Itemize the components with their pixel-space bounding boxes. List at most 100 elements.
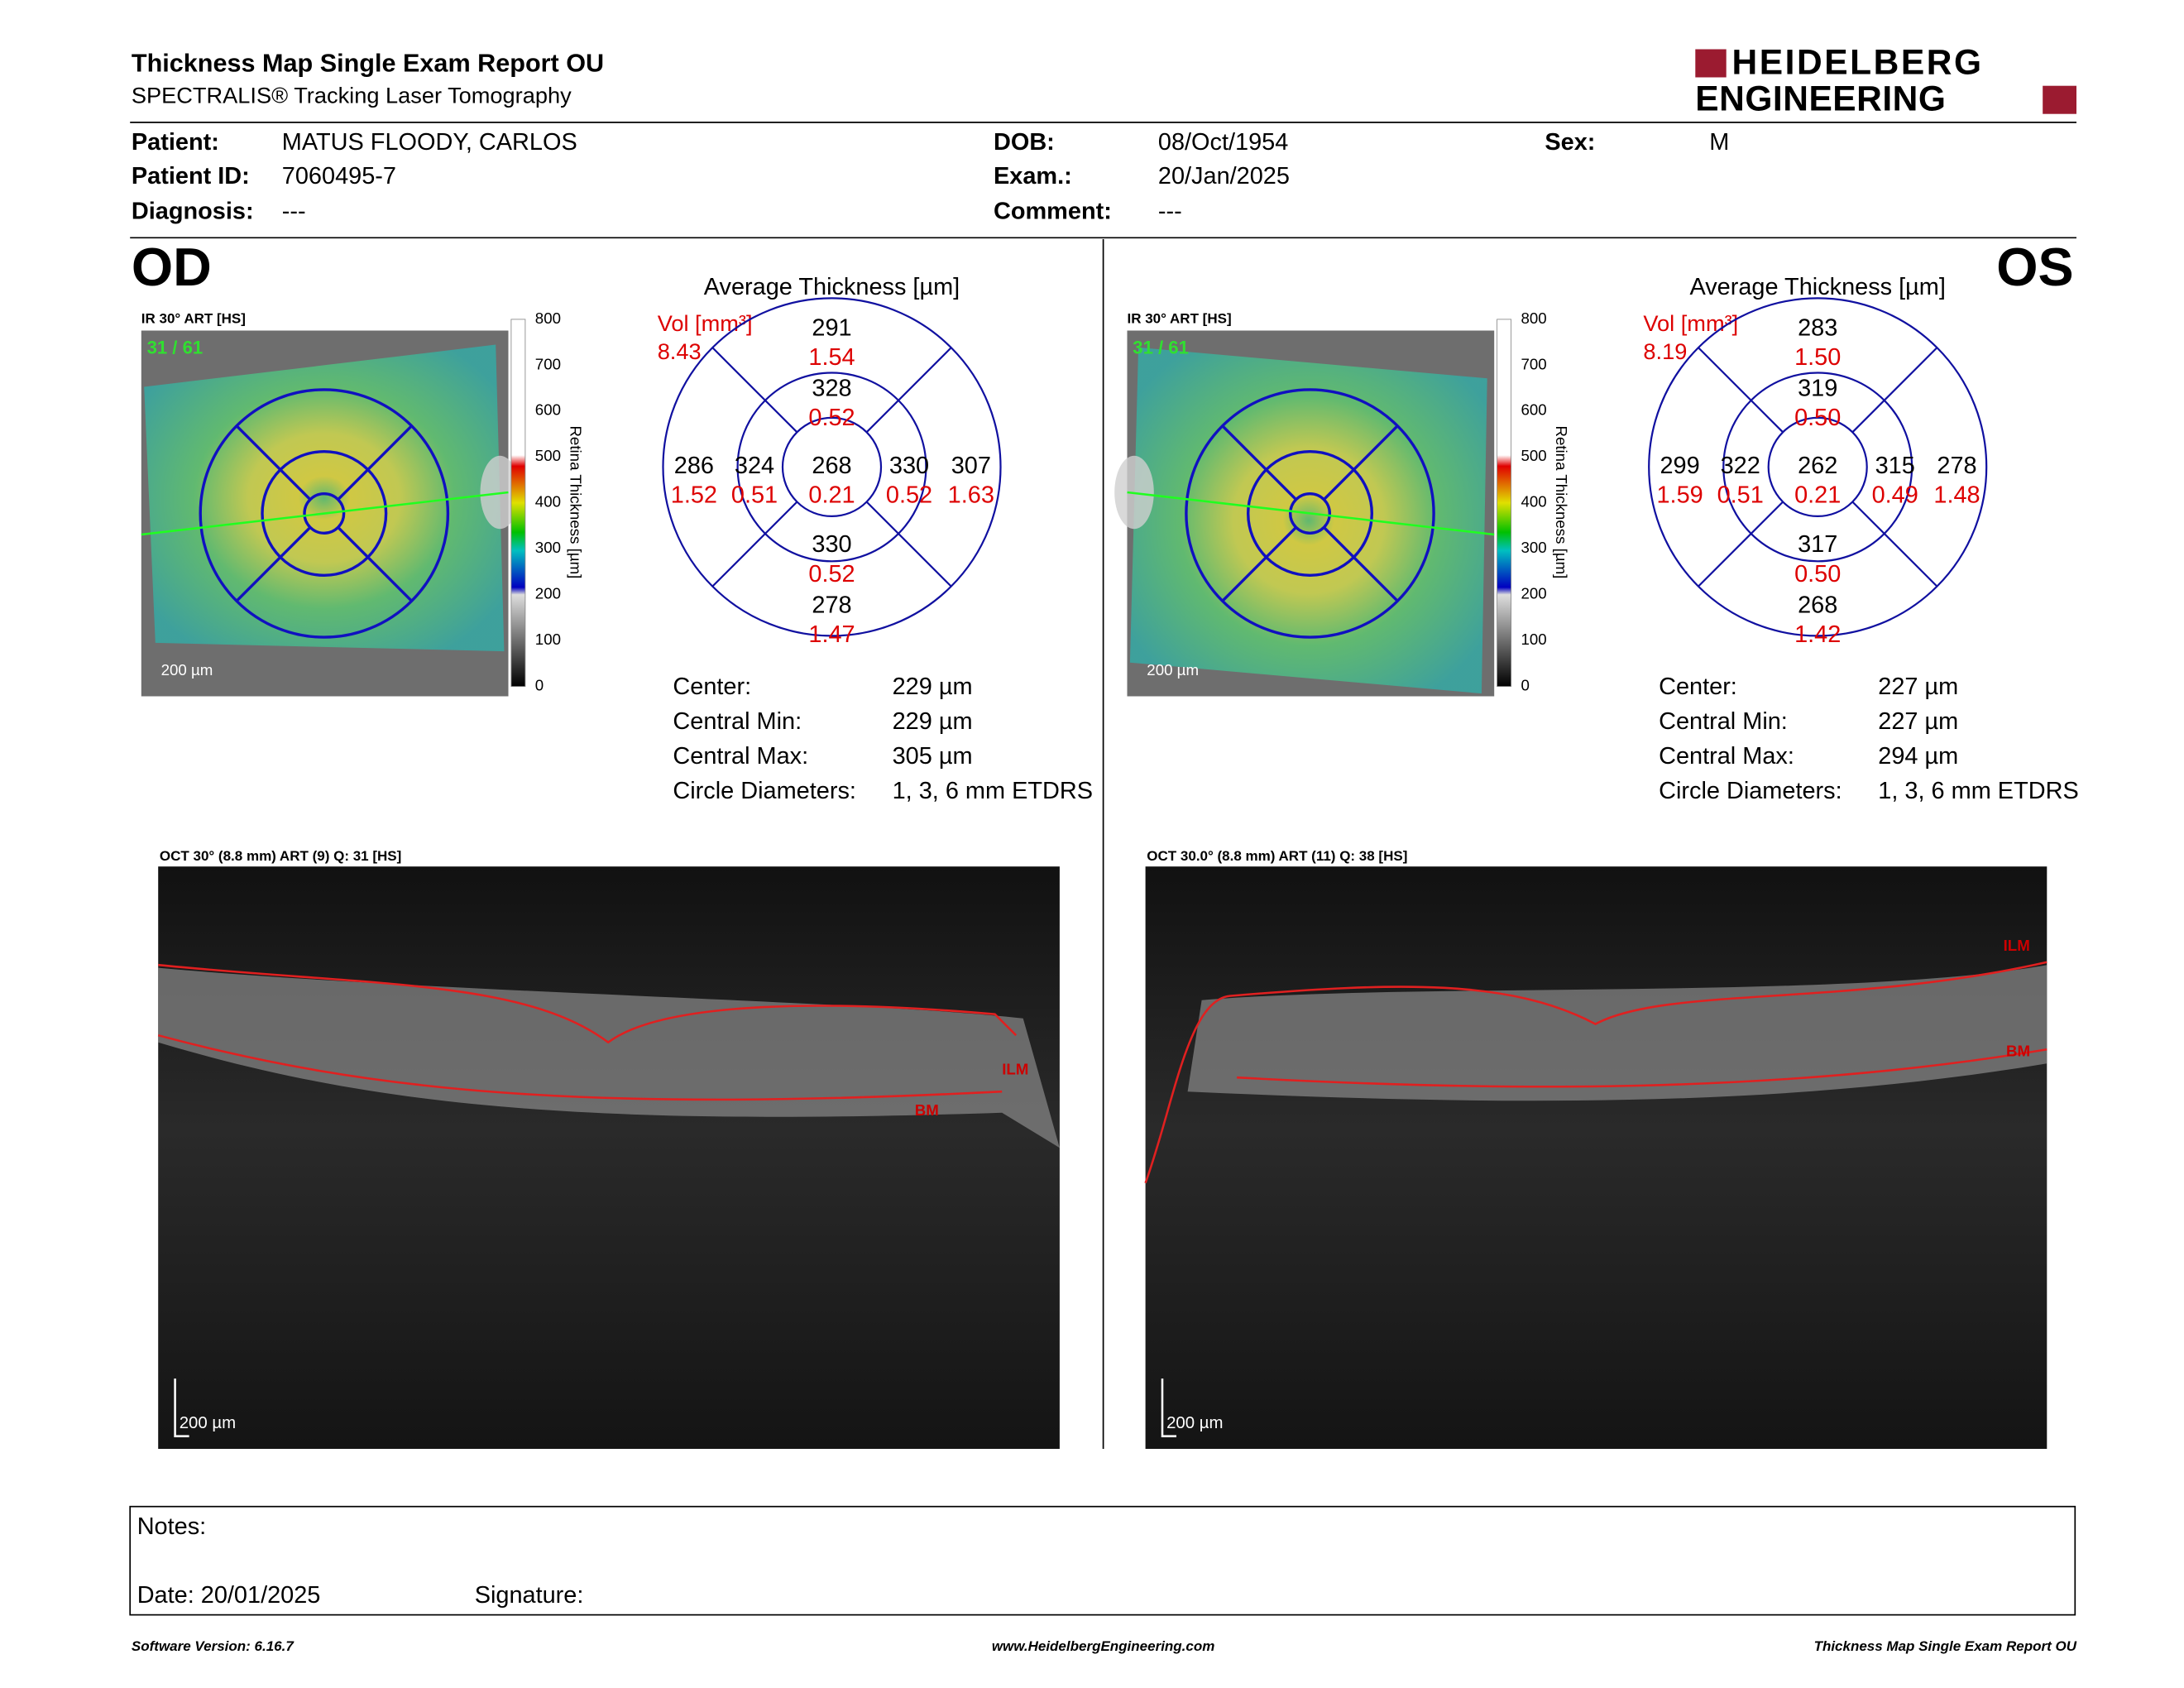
sector-thickness: 268 — [1798, 592, 1837, 618]
sector-volume: 0.21 — [1794, 482, 1841, 509]
ilm-line — [158, 963, 1018, 1044]
colorbar-title: Retina Thickness [µm] — [567, 425, 584, 578]
grid-ring — [781, 416, 883, 518]
footer-right: Thickness Map Single Exam Report OU — [1814, 1638, 2077, 1654]
sector-thickness: 299 — [1660, 453, 1699, 479]
stat-value: 227 µm — [1878, 708, 1958, 735]
etdrs-ring — [199, 388, 450, 639]
ir-counter: 31 / 61 — [147, 337, 204, 357]
bm-line — [1237, 1048, 2048, 1088]
colorbar-tick: 800 — [535, 309, 561, 327]
colorbar-tick: 0 — [1521, 677, 1530, 694]
sector-thickness: 328 — [812, 376, 851, 402]
sector-volume: 0.50 — [1794, 561, 1841, 587]
stat-label: Circle Diameters: — [673, 778, 856, 804]
stat-value: 1, 3, 6 mm ETDRS — [1878, 778, 2078, 804]
colorbar-tick: 400 — [1521, 493, 1547, 511]
colorbar-tick: 600 — [535, 401, 561, 419]
ir-scale: 200 µm — [1147, 661, 1199, 679]
ilm-label: ILM — [2004, 937, 2030, 954]
field-value: M — [1709, 129, 1729, 156]
logo-mark — [1695, 49, 1727, 78]
sector-volume: 1.52 — [671, 482, 717, 509]
field-value: 08/Oct/1954 — [1158, 129, 1288, 156]
etdrs-ring — [1289, 492, 1331, 535]
sector-thickness: 278 — [1937, 453, 1976, 479]
grid-spoke — [711, 501, 798, 587]
sector-thickness: 291 — [812, 314, 851, 341]
etdrs-ring — [261, 450, 388, 577]
etdrs-spoke — [1221, 526, 1297, 602]
stat-label: Circle Diameters: — [1659, 778, 1842, 804]
thickness-map — [144, 344, 505, 652]
sector-volume: 0.51 — [1717, 482, 1764, 509]
etdrs-spoke — [337, 526, 413, 602]
sector-volume: 0.52 — [808, 561, 855, 587]
ir-title: IR 30° ART [HS] — [1128, 310, 1232, 326]
oct-title: OCT 30° (8.8 mm) ART (9) Q: 31 [HS] — [160, 848, 401, 864]
bm-line — [157, 1033, 1003, 1101]
sector-volume: 1.54 — [808, 344, 855, 371]
eye-label: OS — [1996, 237, 2073, 297]
vol-label: Vol [mm³] — [658, 310, 753, 336]
field-label: Comment: — [994, 198, 1112, 224]
field-label: Sex: — [1545, 129, 1595, 156]
field-label: Patient: — [132, 129, 219, 156]
colorbar — [1497, 319, 1512, 688]
stat-label: Central Min: — [673, 708, 802, 735]
grid-spoke — [711, 347, 798, 434]
notes-label: Notes: — [137, 1513, 207, 1540]
stat-value: 1, 3, 6 mm ETDRS — [893, 778, 1093, 804]
colorbar-tick: 100 — [535, 631, 561, 648]
sector-volume: 1.42 — [1794, 621, 1841, 648]
vol-label: Vol [mm³] — [1643, 310, 1738, 336]
colorbar-tick: 300 — [1521, 539, 1547, 556]
colorbar-tick: 700 — [1521, 355, 1547, 372]
colorbar-tick: 0 — [535, 677, 544, 694]
thickness-map — [1129, 347, 1487, 694]
colorbar-tick: 500 — [535, 447, 561, 464]
colorbar — [510, 319, 526, 688]
sector-thickness: 283 — [1798, 314, 1837, 341]
stat-label: Center: — [1659, 674, 1737, 700]
etdrs-spoke — [1323, 526, 1399, 602]
sector-thickness: 262 — [1798, 453, 1837, 479]
sector-thickness: 278 — [812, 592, 851, 618]
etdrs-spoke — [1323, 424, 1399, 501]
sector-thickness: 307 — [951, 453, 991, 479]
etdrs-spoke — [235, 526, 312, 602]
vol-value: 8.43 — [658, 338, 702, 364]
sector-thickness: 317 — [1798, 531, 1837, 558]
oct-scale-bar — [1161, 1379, 1176, 1437]
ilm-label: ILM — [1002, 1061, 1028, 1078]
stat-label: Central Max: — [1659, 743, 1794, 770]
sector-volume: 1.59 — [1656, 482, 1703, 509]
sector-volume: 1.50 — [1794, 344, 1841, 371]
stat-label: Central Max: — [673, 743, 808, 770]
etdrs-ring — [1185, 388, 1435, 639]
sector-volume: 1.48 — [1933, 482, 1980, 509]
colorbar-tick: 100 — [1521, 631, 1547, 648]
sector-thickness: 322 — [1721, 453, 1760, 479]
field-label: DOB: — [994, 129, 1055, 156]
notes-signature: Signature: — [475, 1582, 584, 1609]
field-label: Patient ID: — [132, 163, 250, 189]
oct-scale: 200 µm — [180, 1414, 236, 1432]
sector-volume: 0.50 — [1794, 405, 1841, 431]
footer-left: Software Version: 6.16.7 — [132, 1638, 295, 1654]
stat-value: 229 µm — [893, 674, 973, 700]
colorbar-tick: 400 — [535, 493, 561, 511]
field-label: Exam.: — [994, 163, 1072, 189]
subtitle: SPECTRALIS® Tracking Laser Tomography — [132, 82, 572, 108]
sector-thickness: 319 — [1798, 376, 1837, 402]
oct-scale-bar — [174, 1379, 189, 1437]
logo: HEIDELBERG — [1731, 43, 1983, 82]
grid-spoke — [1851, 501, 1938, 587]
sector-thickness: 286 — [674, 453, 714, 479]
sector-thickness: 315 — [1875, 453, 1915, 479]
colorbar-title: Retina Thickness [µm] — [1553, 425, 1570, 578]
ir-title: IR 30° ART [HS] — [141, 310, 246, 326]
notes-date: Date: 20/01/2025 — [137, 1582, 321, 1609]
bm-label: BM — [915, 1101, 939, 1119]
